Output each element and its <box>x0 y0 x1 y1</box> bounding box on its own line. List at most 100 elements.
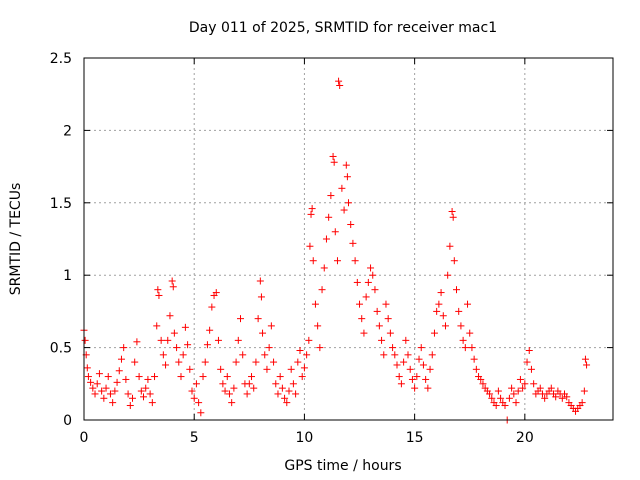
data-point <box>179 351 187 359</box>
data-point <box>181 323 189 331</box>
data-point <box>296 346 304 354</box>
data-point <box>419 361 427 369</box>
data-point <box>536 384 544 392</box>
data-point <box>164 336 172 344</box>
data-point <box>223 373 231 381</box>
data-point <box>236 315 244 323</box>
data-point <box>523 358 531 366</box>
data-point <box>254 315 262 323</box>
data-point <box>175 358 183 366</box>
data-point <box>126 402 134 410</box>
data-point <box>292 390 300 398</box>
data-point <box>265 344 273 352</box>
data-point <box>113 378 121 386</box>
data-point <box>581 355 589 363</box>
data-point <box>521 380 529 388</box>
data-point <box>386 329 394 337</box>
data-point <box>422 375 430 383</box>
data-point <box>289 380 297 388</box>
data-point <box>177 373 185 381</box>
x-tick-label: 20 <box>516 430 534 446</box>
data-point <box>342 161 350 169</box>
data-point <box>449 213 457 221</box>
data-point <box>466 329 474 337</box>
data-point <box>325 213 333 221</box>
data-point <box>184 341 192 349</box>
data-point <box>457 322 465 330</box>
data-point <box>124 390 132 398</box>
data-point <box>115 367 123 375</box>
data-point <box>525 346 533 354</box>
x-axis-label: GPS time / hours <box>284 458 401 474</box>
data-point <box>306 242 314 250</box>
data-point <box>486 390 494 398</box>
data-point <box>578 399 586 407</box>
data-point <box>300 364 308 372</box>
data-point <box>329 152 337 160</box>
data-point <box>122 375 130 383</box>
data-point <box>455 307 463 315</box>
data-point <box>479 380 487 388</box>
data-point <box>441 322 449 330</box>
data-point <box>131 358 139 366</box>
data-point <box>151 373 159 381</box>
data-point <box>190 394 198 402</box>
data-point <box>391 351 399 359</box>
data-points <box>80 77 591 424</box>
data-point <box>353 278 361 286</box>
data-point <box>514 387 522 395</box>
y-tick-label: 2 <box>63 123 72 139</box>
data-point <box>395 373 403 381</box>
data-point <box>411 384 419 392</box>
data-point <box>373 307 381 315</box>
data-point <box>166 312 174 320</box>
data-point <box>453 286 461 294</box>
data-point <box>343 173 351 181</box>
data-point <box>470 355 478 363</box>
data-point <box>307 210 315 218</box>
data-point <box>267 322 275 330</box>
data-point <box>252 358 260 366</box>
data-point <box>225 390 233 398</box>
data-point <box>505 394 513 402</box>
data-point <box>333 257 341 265</box>
data-point <box>81 336 89 344</box>
data-point <box>169 283 177 291</box>
data-point <box>84 373 92 381</box>
data-point <box>234 336 242 344</box>
data-point <box>305 336 313 344</box>
data-point <box>287 365 295 373</box>
data-point <box>330 158 338 166</box>
data-point <box>142 384 150 392</box>
data-point <box>173 344 181 352</box>
data-point <box>98 387 106 395</box>
data-point <box>243 390 251 398</box>
data-point <box>157 336 165 344</box>
x-tick-label: 5 <box>190 430 199 446</box>
data-point <box>519 384 527 392</box>
data-point <box>477 375 485 383</box>
data-point <box>100 394 108 402</box>
data-point <box>318 286 326 294</box>
data-point <box>393 361 401 369</box>
data-point <box>146 390 154 398</box>
data-point <box>464 300 472 308</box>
data-point <box>497 394 505 402</box>
data-point <box>214 336 222 344</box>
data-point <box>437 289 445 297</box>
data-point <box>257 293 265 301</box>
data-point <box>380 351 388 359</box>
x-tick-label: 10 <box>296 430 314 446</box>
data-point <box>558 394 566 402</box>
data-point <box>512 399 520 407</box>
data-point <box>111 387 119 395</box>
data-point <box>228 399 236 407</box>
data-point <box>378 336 386 344</box>
data-point <box>232 358 240 366</box>
data-point <box>261 351 269 359</box>
data-point <box>248 373 256 381</box>
data-point <box>303 351 311 359</box>
data-point <box>446 242 454 250</box>
x-tick-label: 0 <box>80 430 89 446</box>
